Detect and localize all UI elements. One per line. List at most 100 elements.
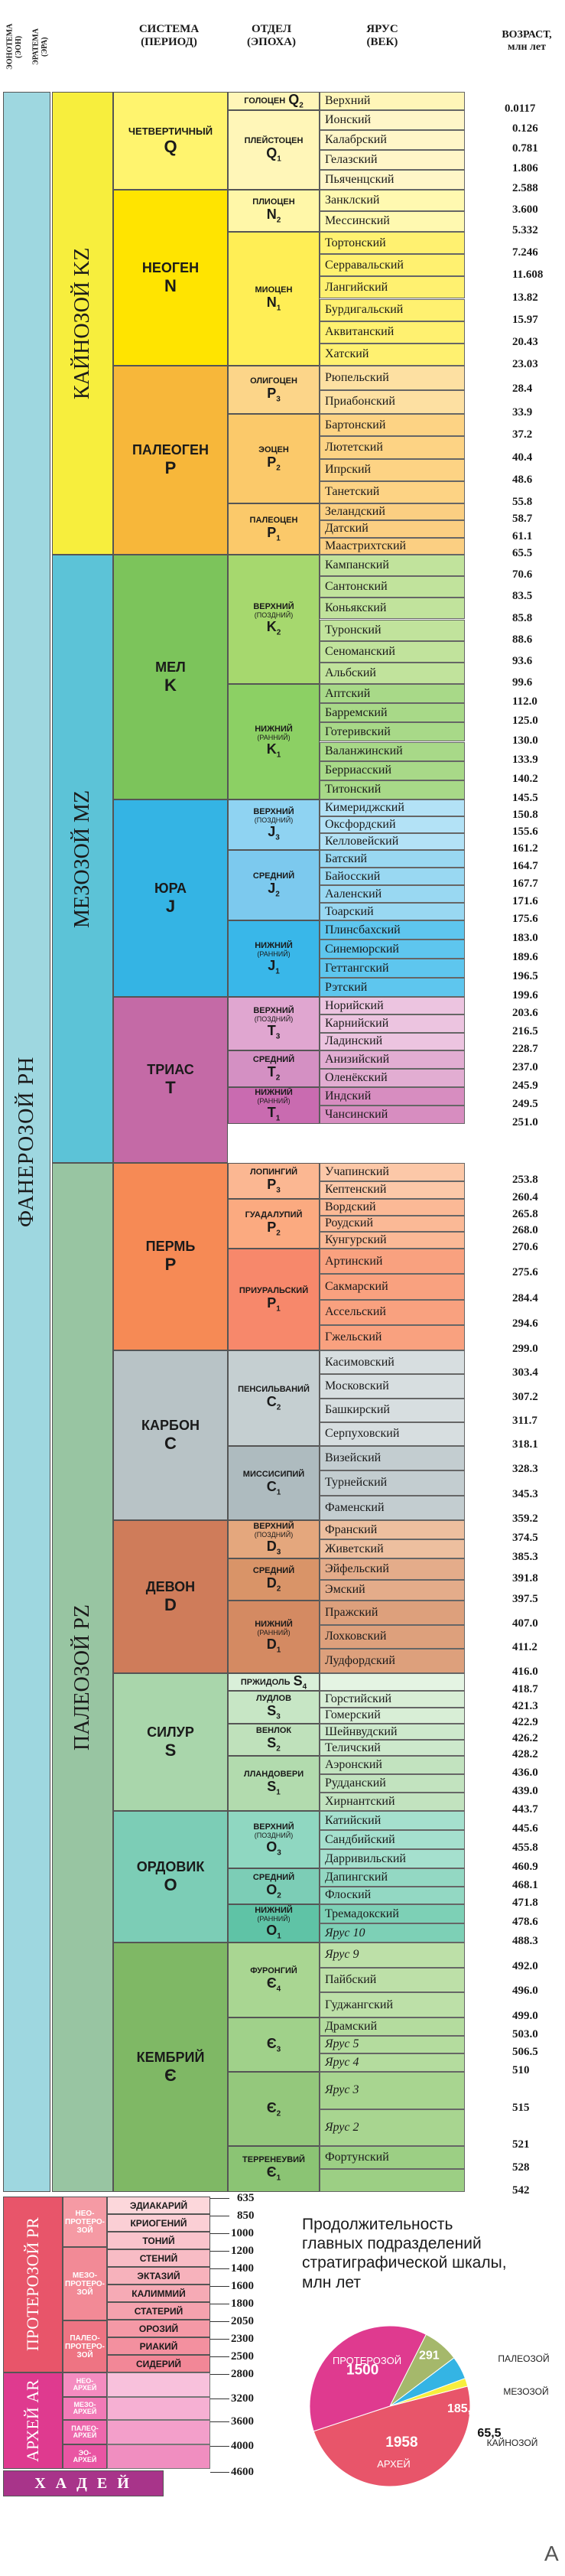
eon-proterozoic: ПРОТЕРОЗОЙ PR <box>3 2197 63 2372</box>
pie-value-label: 291 <box>419 2350 440 2363</box>
series-row: ВЕРХНИЙ (ПОЗДНИЙ) T3 <box>228 997 320 1050</box>
proterozoic-system: КРИОГЕНИЙ <box>107 2214 210 2232</box>
archean-era: ЭО- АРХЕЙ <box>63 2444 107 2469</box>
stage-row: Валанжинский <box>320 741 465 761</box>
header-eonothem: ЭОНОТЕМА (ЭОН) <box>5 23 24 70</box>
series-row: ВЕРХНИЙ (ПОЗДНИЙ) O3 <box>228 1811 320 1868</box>
series-symbol: Q1 <box>266 145 281 164</box>
stage-row <box>320 2169 465 2192</box>
series-name: ВЕРХНИЙ <box>253 601 294 611</box>
age-value: 161.2 <box>512 842 538 855</box>
stage-row: Ярус 10 <box>320 1923 465 1943</box>
series-row: ЛОПИНГИЙ P3 <box>228 1163 320 1199</box>
age-value: 28.4 <box>512 382 533 395</box>
series-symbol: N1 <box>266 294 281 313</box>
age-value: 397.5 <box>512 1593 538 1605</box>
age-tick <box>210 2446 229 2447</box>
series-row: ПРИУРАЛЬСКИЙ P1 <box>228 1249 320 1350</box>
age-value: 196.5 <box>512 970 538 982</box>
series-row: МИОЦЕН N1 <box>228 232 320 366</box>
series-note: (РАННИЙ) <box>257 733 291 741</box>
age-value: 328.3 <box>512 1463 538 1476</box>
stage-row: Горстийский <box>320 1691 465 1708</box>
series-row: СРЕДНИЙ D2 <box>228 1558 320 1601</box>
series-row: ОЛИГОЦЕН P3 <box>228 366 320 414</box>
stage-row: Аэронский <box>320 1756 465 1774</box>
stage-row: Аптский <box>320 684 465 704</box>
stage-row: Ипрский <box>320 458 465 481</box>
series-symbol: S3 <box>267 1702 281 1721</box>
series-name: НИЖНИЙ <box>255 1619 293 1629</box>
age-tick <box>210 2198 229 2199</box>
stage-row: Занклский <box>320 190 465 211</box>
system-carboniferous: КАРБОН C <box>113 1350 228 1520</box>
pie-category-label: ПРОТЕРОЗОЙ <box>333 2355 401 2366</box>
age-value: 374.5 <box>512 1532 538 1544</box>
corner-mark: A <box>544 2542 559 2565</box>
age-value: 275.6 <box>512 1266 538 1279</box>
series-symbol: J1 <box>268 958 280 976</box>
age-value: 439.0 <box>512 1785 538 1797</box>
proterozoic-era: МЕЗО- ПРОТЕРО- ЗОЙ <box>63 2247 107 2320</box>
pie-value-label: 185,5 <box>447 2402 478 2415</box>
age-tick <box>210 2421 229 2422</box>
age-value: 503.0 <box>512 2027 538 2040</box>
age-value: 0.126 <box>512 122 538 135</box>
age-value: 251.0 <box>512 1116 538 1128</box>
age-value: 216.5 <box>512 1024 538 1037</box>
stage-row-empty <box>320 1673 465 1691</box>
series-row: ВЕРХНИЙ (ПОЗДНИЙ) K2 <box>228 555 320 684</box>
age-value: 33.9 <box>512 406 533 418</box>
stage-row: Лангийский <box>320 276 465 299</box>
age-value: 203.6 <box>512 1007 538 1020</box>
age-value: 416.0 <box>512 1666 538 1678</box>
system-paleogene: ПАЛЕОГЕН P <box>113 366 228 555</box>
stage-row: Маастрихтский <box>320 537 465 555</box>
age-value: 515 <box>512 2101 530 2114</box>
age-tick <box>210 2286 229 2287</box>
age-value: 155.6 <box>512 826 538 838</box>
system-permian: ПЕРМЬ P <box>113 1163 228 1350</box>
age-value: 0.0117 <box>505 103 536 115</box>
proterozoic-system: СТЕНИЙ <box>107 2249 210 2267</box>
system-triassic: ТРИАС T <box>113 997 228 1163</box>
age-value: 3.600 <box>512 203 538 216</box>
age-value: 37.2 <box>512 428 533 441</box>
stage-row: Танетский <box>320 480 465 503</box>
proterozoic-system: ТОНИЙ <box>107 2232 210 2249</box>
stage-row: Рудданский <box>320 1774 465 1793</box>
precambrian-age: 2800 <box>231 2368 254 2380</box>
age-value: 318.1 <box>512 1438 538 1451</box>
series-symbol: T1 <box>267 1105 281 1123</box>
age-value: 13.82 <box>512 291 538 304</box>
series-row: ЛУДЛОВ S3 <box>228 1691 320 1724</box>
series-name: СРЕДНИЙ <box>252 1872 295 1882</box>
proterozoic-system: СТАТЕРИЙ <box>107 2302 210 2320</box>
series-name: НИЖНИЙ <box>255 1088 293 1098</box>
precambrian-age: 2300 <box>231 2333 254 2345</box>
stage-row: Мессинский <box>320 210 465 232</box>
series-name: ВЕРХНИЙ <box>253 1522 294 1532</box>
stage-row: Теличский <box>320 1740 465 1756</box>
series-symbol: S1 <box>267 1779 281 1797</box>
age-tick <box>210 2472 229 2473</box>
age-value: 133.9 <box>512 753 538 766</box>
series-name: НИЖНИЙ <box>255 1906 293 1916</box>
series-name: СРЕДНИЙ <box>252 1565 295 1575</box>
header-age: ВОЗРАСТ, млн лет <box>502 29 552 54</box>
series-note: (РАННИЙ) <box>257 1915 291 1923</box>
series-row: ПАЛЕОЦЕН P1 <box>228 503 320 555</box>
age-value: 542 <box>512 2184 530 2197</box>
series-note: (РАННИЙ) <box>257 950 291 959</box>
age-value: 145.5 <box>512 792 538 804</box>
age-value: 228.7 <box>512 1043 538 1055</box>
stage-row: Пражский <box>320 1601 465 1625</box>
stage-row: Учапинский <box>320 1163 465 1181</box>
series-name: ТЕРРЕНЕУВИЙ <box>242 2155 305 2165</box>
series-name: ПЛЕЙСТОЦЕН <box>244 136 304 146</box>
stage-row: Оленёкский <box>320 1069 465 1087</box>
stage-row: Ионский <box>320 110 465 130</box>
pie-value-label: 65,5 <box>477 2427 501 2440</box>
stage-row: Кептенский <box>320 1181 465 1199</box>
age-tick <box>210 2339 229 2340</box>
